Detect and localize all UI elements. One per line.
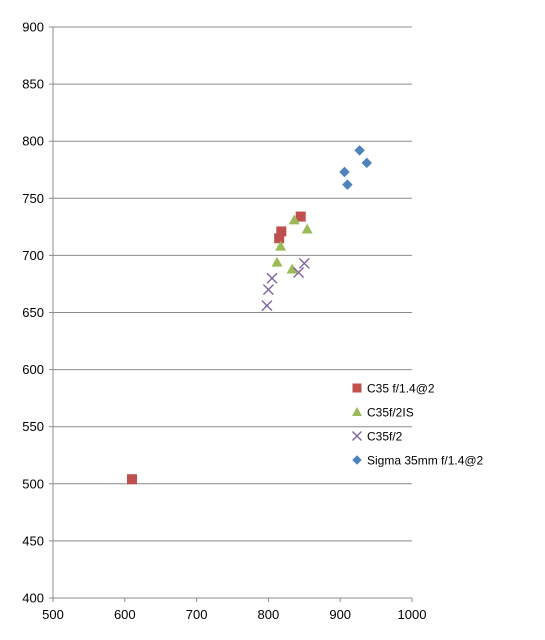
point-x <box>293 267 305 279</box>
gridlines <box>53 26 412 542</box>
legend-label: C35f/2IS <box>367 406 414 420</box>
x-tick-label: 700 <box>186 607 208 622</box>
y-tick-label: 850 <box>22 77 44 92</box>
x-tick-label: 800 <box>258 607 280 622</box>
legend-marker-diamond <box>352 455 362 465</box>
point-square <box>126 474 137 485</box>
y-tick-label: 500 <box>22 476 44 491</box>
point-x <box>298 257 310 269</box>
point-diamond <box>342 179 353 190</box>
y-tick-label: 900 <box>22 20 44 35</box>
point-triangle <box>271 256 283 267</box>
point-x <box>261 300 273 312</box>
y-tick-label: 750 <box>22 191 44 206</box>
legend-marker-triangle <box>352 407 362 416</box>
x-tick-labels: 500 600 700 800 900 1000 <box>42 607 426 622</box>
x-marker-stroke <box>261 300 273 312</box>
axes <box>49 26 413 602</box>
legend-label: C35 f/1.4@2 <box>367 382 435 396</box>
x-marker-stroke <box>352 431 362 441</box>
x-marker-stroke <box>262 284 274 296</box>
y-tick-label: 700 <box>22 248 44 263</box>
point-triangle <box>301 223 313 234</box>
y-tick-label: 550 <box>22 419 44 434</box>
point-triangle <box>288 214 300 225</box>
x-marker-stroke <box>266 272 278 284</box>
point-x <box>262 284 274 296</box>
point-square <box>274 233 285 244</box>
x-tick-label: 900 <box>329 607 351 622</box>
legend-marker-x <box>352 431 362 441</box>
y-tick-labels: 400 450 500 550 600 650 700 750 800 850 900 <box>22 20 44 606</box>
x-tick-label: 500 <box>42 607 64 622</box>
point-square <box>276 226 287 237</box>
legend-label: Sigma 35mm f/1.4@2 <box>367 454 484 468</box>
legend-label: C35f/2 <box>367 430 403 444</box>
point-triangle <box>275 240 287 251</box>
data-points <box>126 145 373 485</box>
x-tick-label: 1000 <box>398 607 427 622</box>
legend-marker-square <box>352 383 362 393</box>
y-tick-label: 400 <box>22 591 44 606</box>
point-diamond <box>339 166 350 178</box>
y-tick-label: 650 <box>22 305 44 320</box>
x-marker-stroke <box>293 267 305 279</box>
point-diamond <box>354 145 365 156</box>
y-tick-label: 450 <box>22 533 44 548</box>
point-x <box>266 272 278 284</box>
x-marker-stroke <box>298 257 310 269</box>
point-triangle <box>286 263 298 274</box>
legend: C35 f/1.4@2 C35f/2IS C35f/2 Sigma 35mm f/1.… <box>352 382 484 468</box>
y-tick-label: 600 <box>22 362 44 377</box>
point-diamond <box>361 157 373 169</box>
point-square <box>295 211 306 222</box>
x-tick-label: 600 <box>114 607 136 622</box>
y-tick-label: 800 <box>22 134 44 149</box>
